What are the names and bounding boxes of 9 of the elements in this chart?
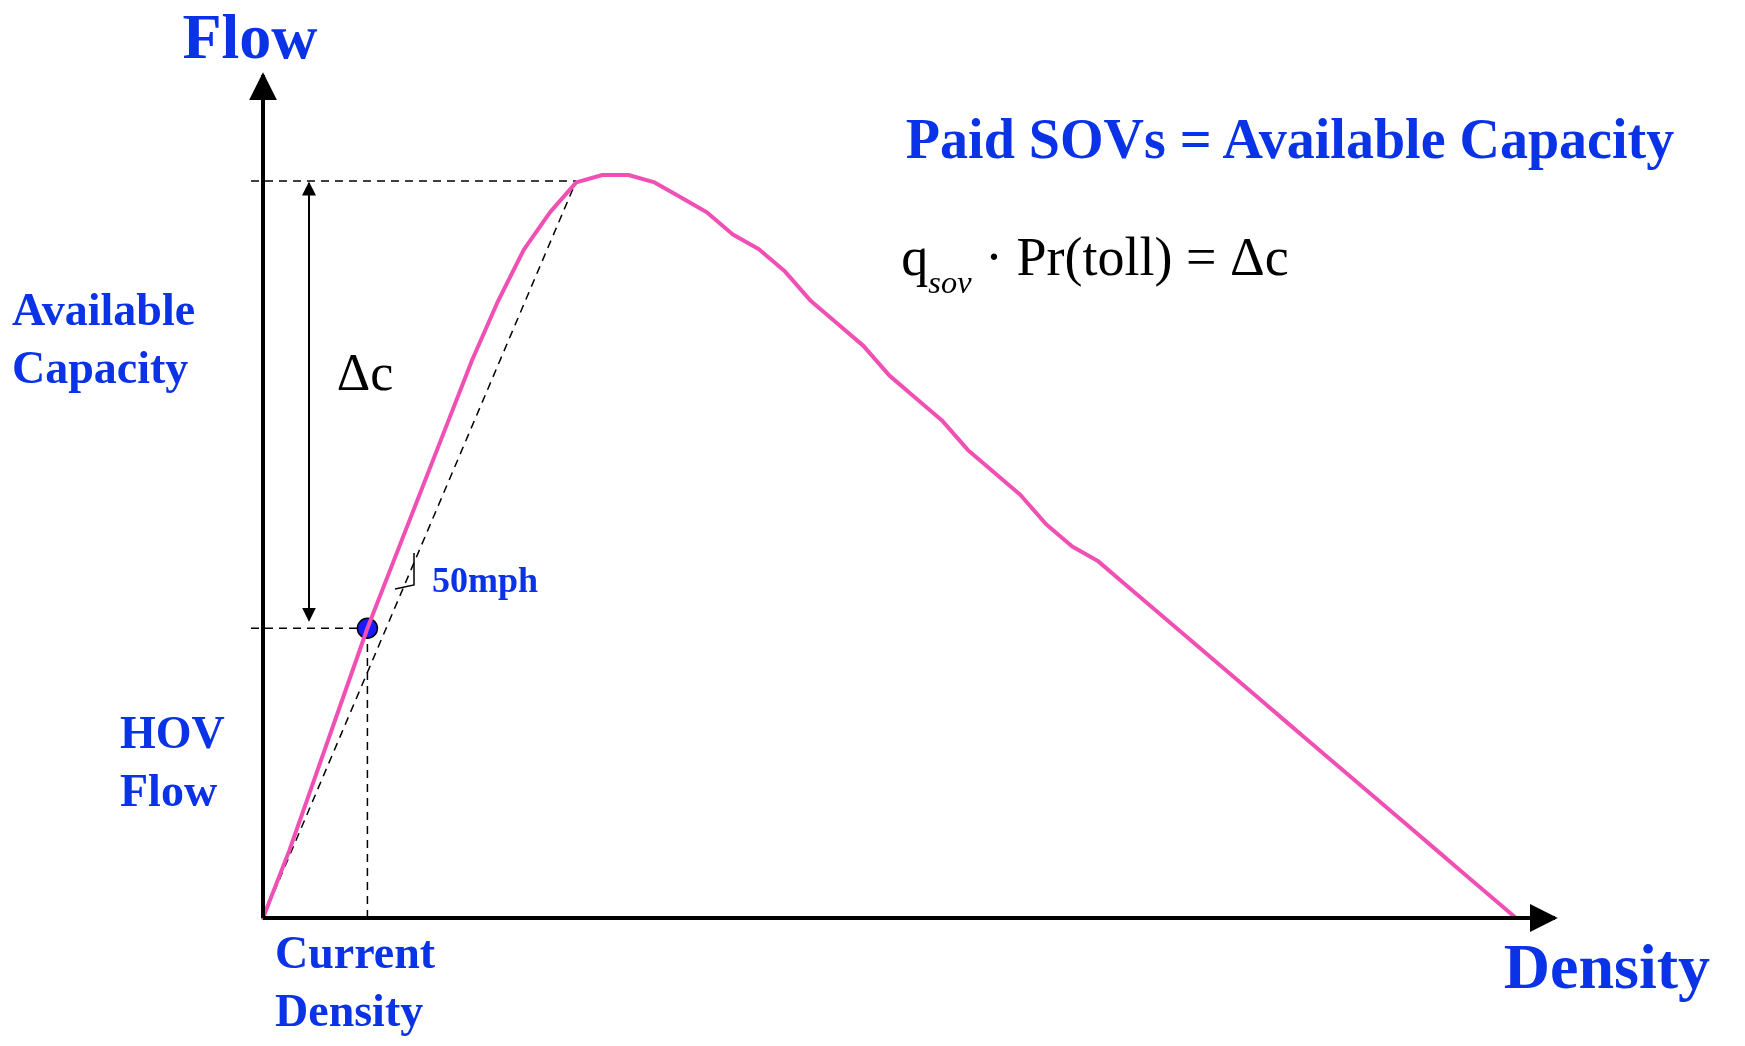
y-axis-title: Flow	[182, 1, 318, 72]
annotation: Δc	[336, 344, 394, 401]
x-axis-title: Density	[1503, 931, 1710, 1002]
annotation: 50mph	[432, 560, 539, 600]
text: Current Density	[275, 927, 436, 1036]
text: Available Capacity	[12, 284, 196, 393]
annotation: q$_{sov}$ · Pr(toll) = Δc	[901, 227, 1289, 300]
chart-title: Paid SOVs = Available Capacity	[905, 108, 1675, 170]
text: HOV Flow	[120, 707, 225, 816]
